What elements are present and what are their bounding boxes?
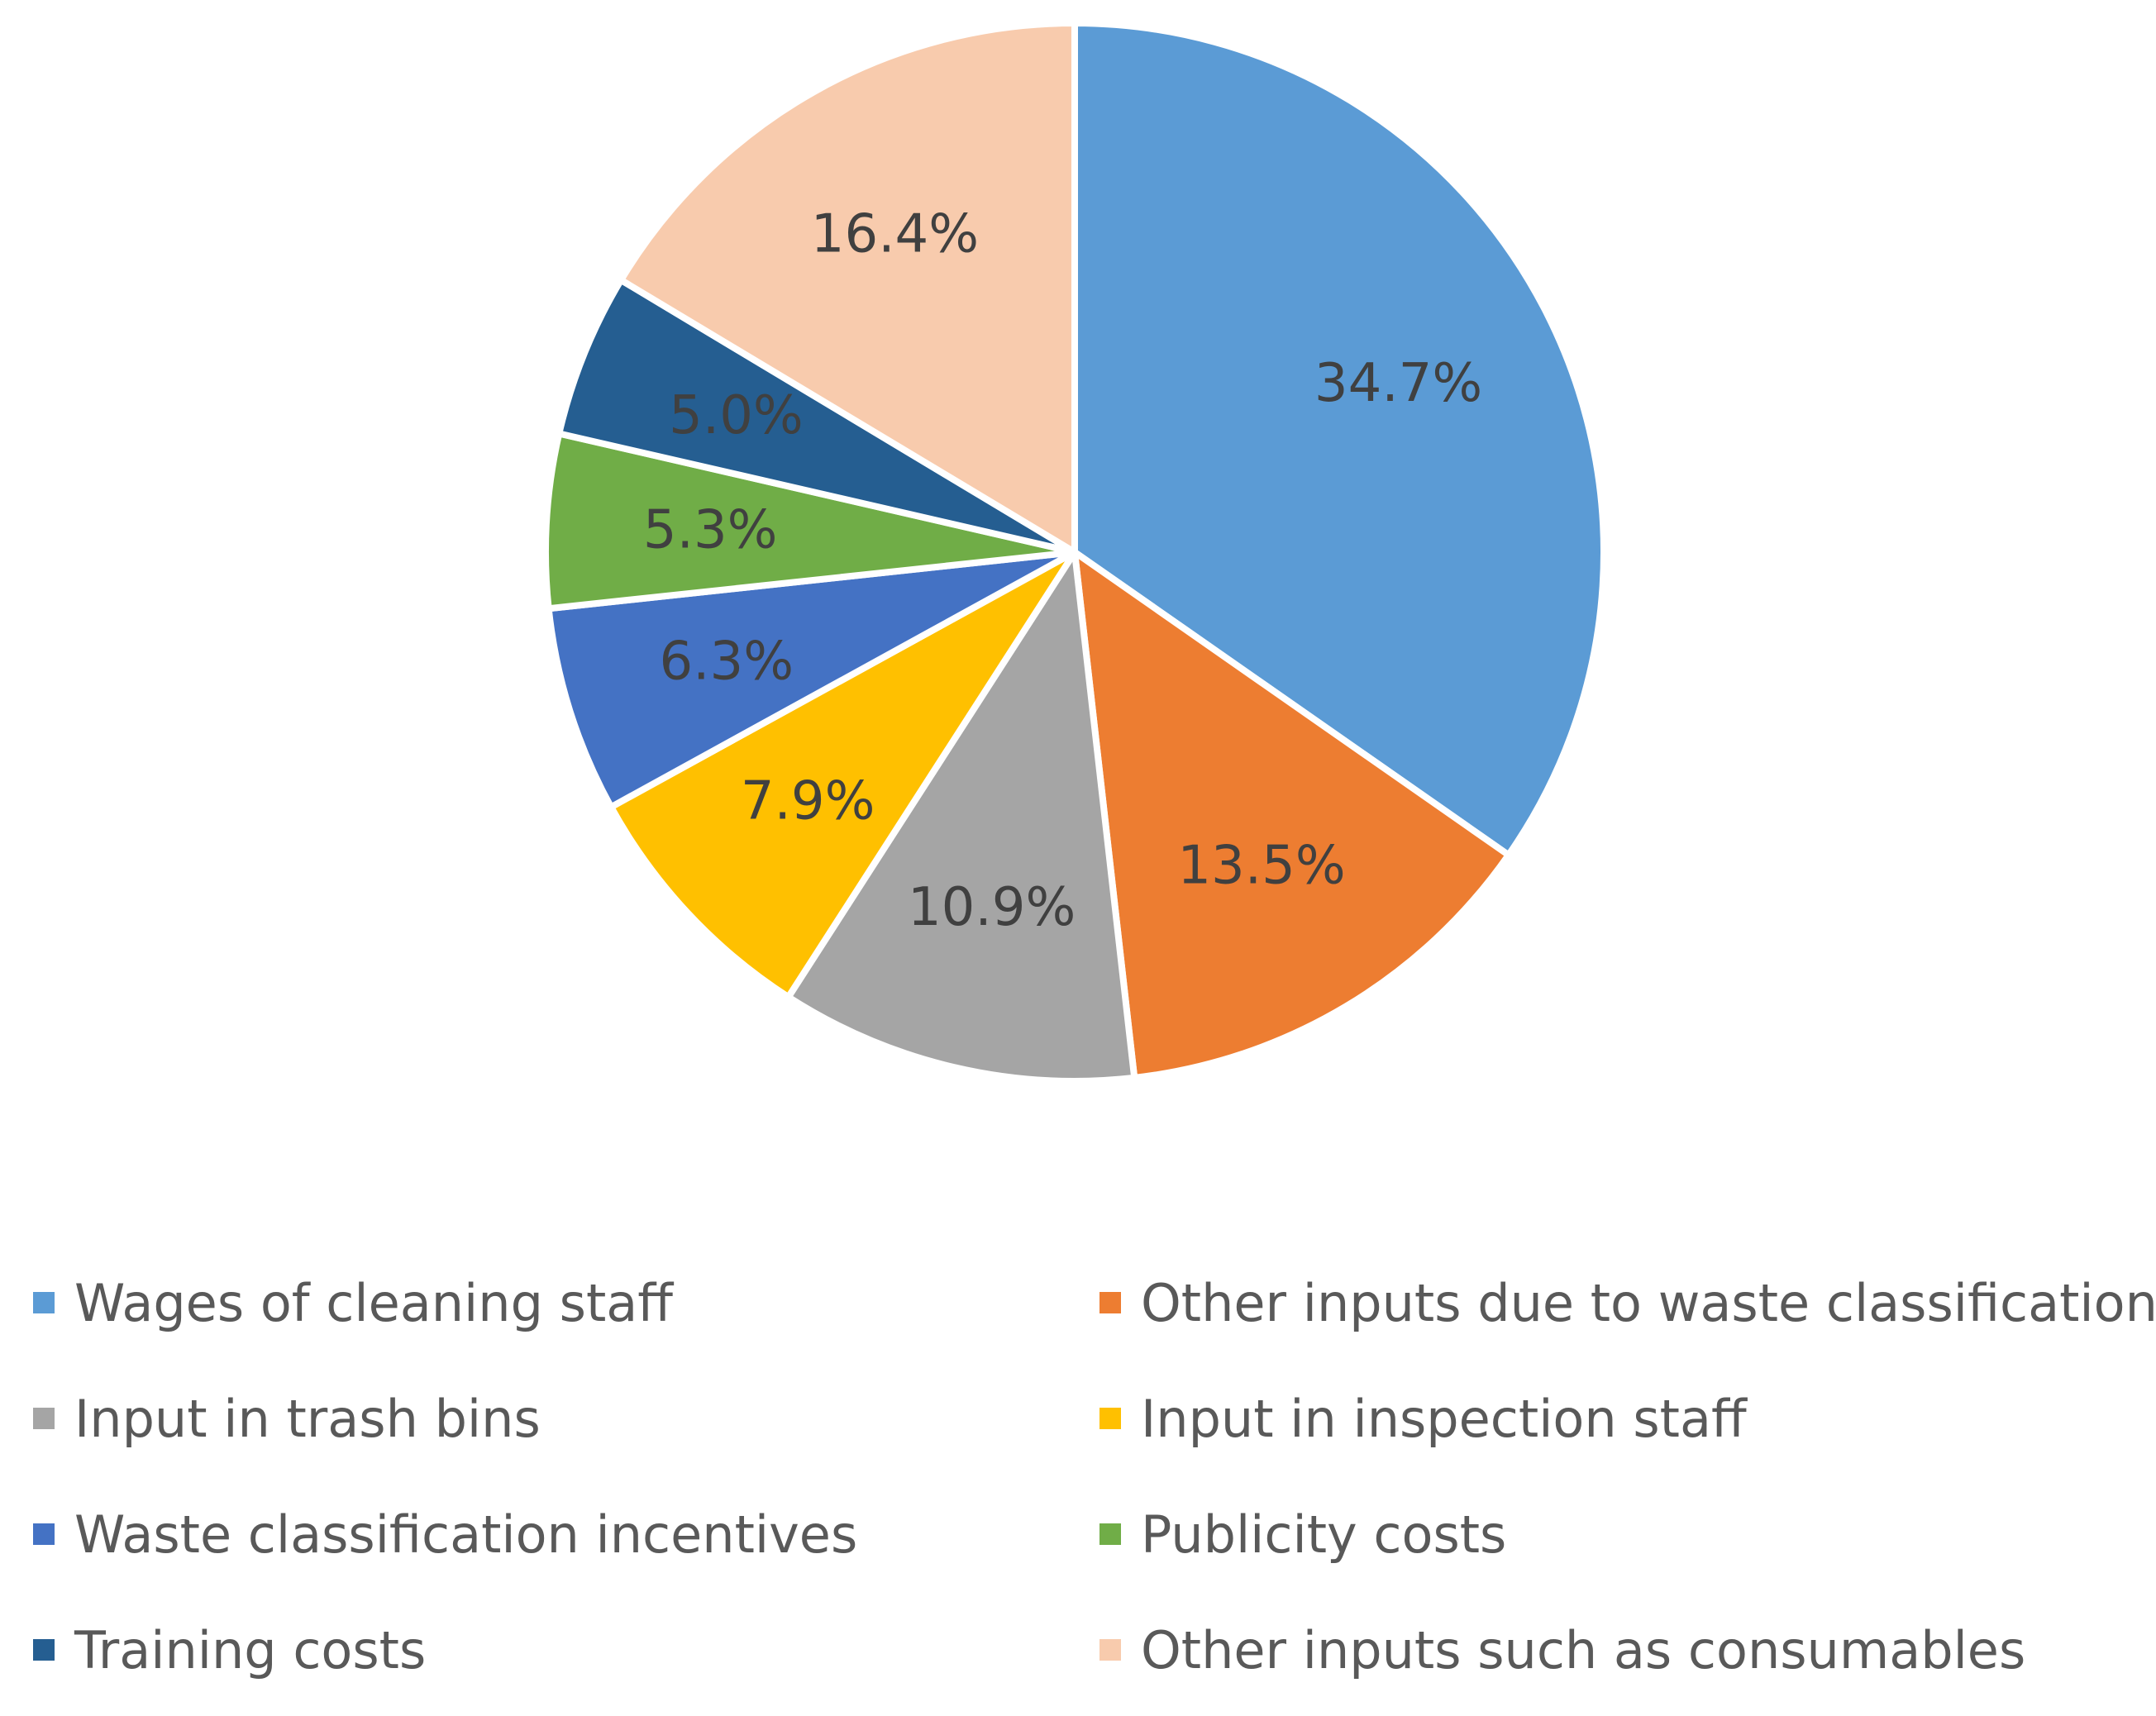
pie-slice-other-inputs-such-as-consumables [618,20,1078,555]
data-label-input-in-trash-bins: 10.9% [908,877,1076,938]
pie-slice-other-inputs-due-to-waste-classification [1071,549,1512,1081]
data-label-publicity-costs: 5.3% [643,500,778,561]
legend-item-other-inputs-such-as-consumables: Other inputs such as consumables [1099,1612,2149,1688]
pie-data-labels: 34.7% 13.5% 10.9% 7.9% 6.3% 5.3% 5.0% 16.4% [643,204,1482,938]
legend-item-input-in-inspection-staff: Input in inspection staff [1099,1380,2149,1456]
legend-swatch-other-inputs-due-to-waste-classification [1099,1292,1121,1313]
legend-label-other-inputs-such-as-consumables: Other inputs such as consumables [1141,1619,2026,1680]
legend-swatch-wages-of-cleaning-staff [33,1292,55,1313]
legend-label-input-in-trash-bins: Input in trash bins [74,1388,541,1449]
data-label-waste-classification-incentives: 6.3% [659,631,794,692]
data-label-training-costs: 5.0% [669,385,804,446]
legend-item-wages-of-cleaning-staff: Wages of cleaning staff [33,1265,1099,1341]
legend-item-training-costs: Training costs [33,1612,1099,1688]
legend-swatch-publicity-costs [1099,1523,1121,1545]
legend-label-wages-of-cleaning-staff: Wages of cleaning staff [74,1272,673,1333]
legend-label-other-inputs-due-to-waste-classification: Other inputs due to waste classification [1141,1272,2156,1333]
legend-label-training-costs: Training costs [74,1619,427,1680]
legend-swatch-input-in-inspection-staff [1099,1408,1121,1429]
legend-swatch-training-costs [33,1639,55,1661]
pie-slice-input-in-trash-bins [785,549,1138,1084]
legend-label-publicity-costs: Publicity costs [1141,1504,1507,1565]
pie-slice-wages-of-cleaning-staff [1071,20,1607,859]
data-label-other-inputs-due-to-waste-classification: 13.5% [1177,835,1345,896]
legend-item-publicity-costs: Publicity costs [1099,1496,2149,1572]
legend-swatch-input-in-trash-bins [33,1408,55,1429]
legend-item-input-in-trash-bins: Input in trash bins [33,1380,1099,1456]
pie-slice-waste-classification-incentives [545,549,1078,811]
legend-swatch-other-inputs-such-as-consumables [1099,1639,1121,1661]
data-label-input-in-inspection-staff: 7.9% [741,770,875,832]
pie-slices [542,20,1607,1084]
data-label-other-inputs-such-as-consumables: 16.4% [811,204,979,265]
chart-legend: Wages of cleaning staff Other inputs due … [33,1265,2156,1688]
pie-chart-canvas: 34.7% 13.5% 10.9% 7.9% 6.3% 5.3% 5.0% 16.4% [542,20,1607,1084]
legend-swatch-waste-classification-incentives [33,1523,55,1545]
legend-label-waste-classification-incentives: Waste classification incentives [74,1504,858,1565]
legend-item-waste-classification-incentives: Waste classification incentives [33,1496,1099,1572]
pie-slice-publicity-costs [542,430,1078,613]
pie-slice-training-costs [556,276,1078,555]
data-label-wages-of-cleaning-staff: 34.7% [1314,353,1482,414]
pie-slice-input-in-inspection-staff [608,549,1078,1001]
legend-item-other-inputs-due-to-waste-classification: Other inputs due to waste classification [1099,1265,2156,1341]
legend-label-input-in-inspection-staff: Input in inspection staff [1141,1388,1747,1449]
